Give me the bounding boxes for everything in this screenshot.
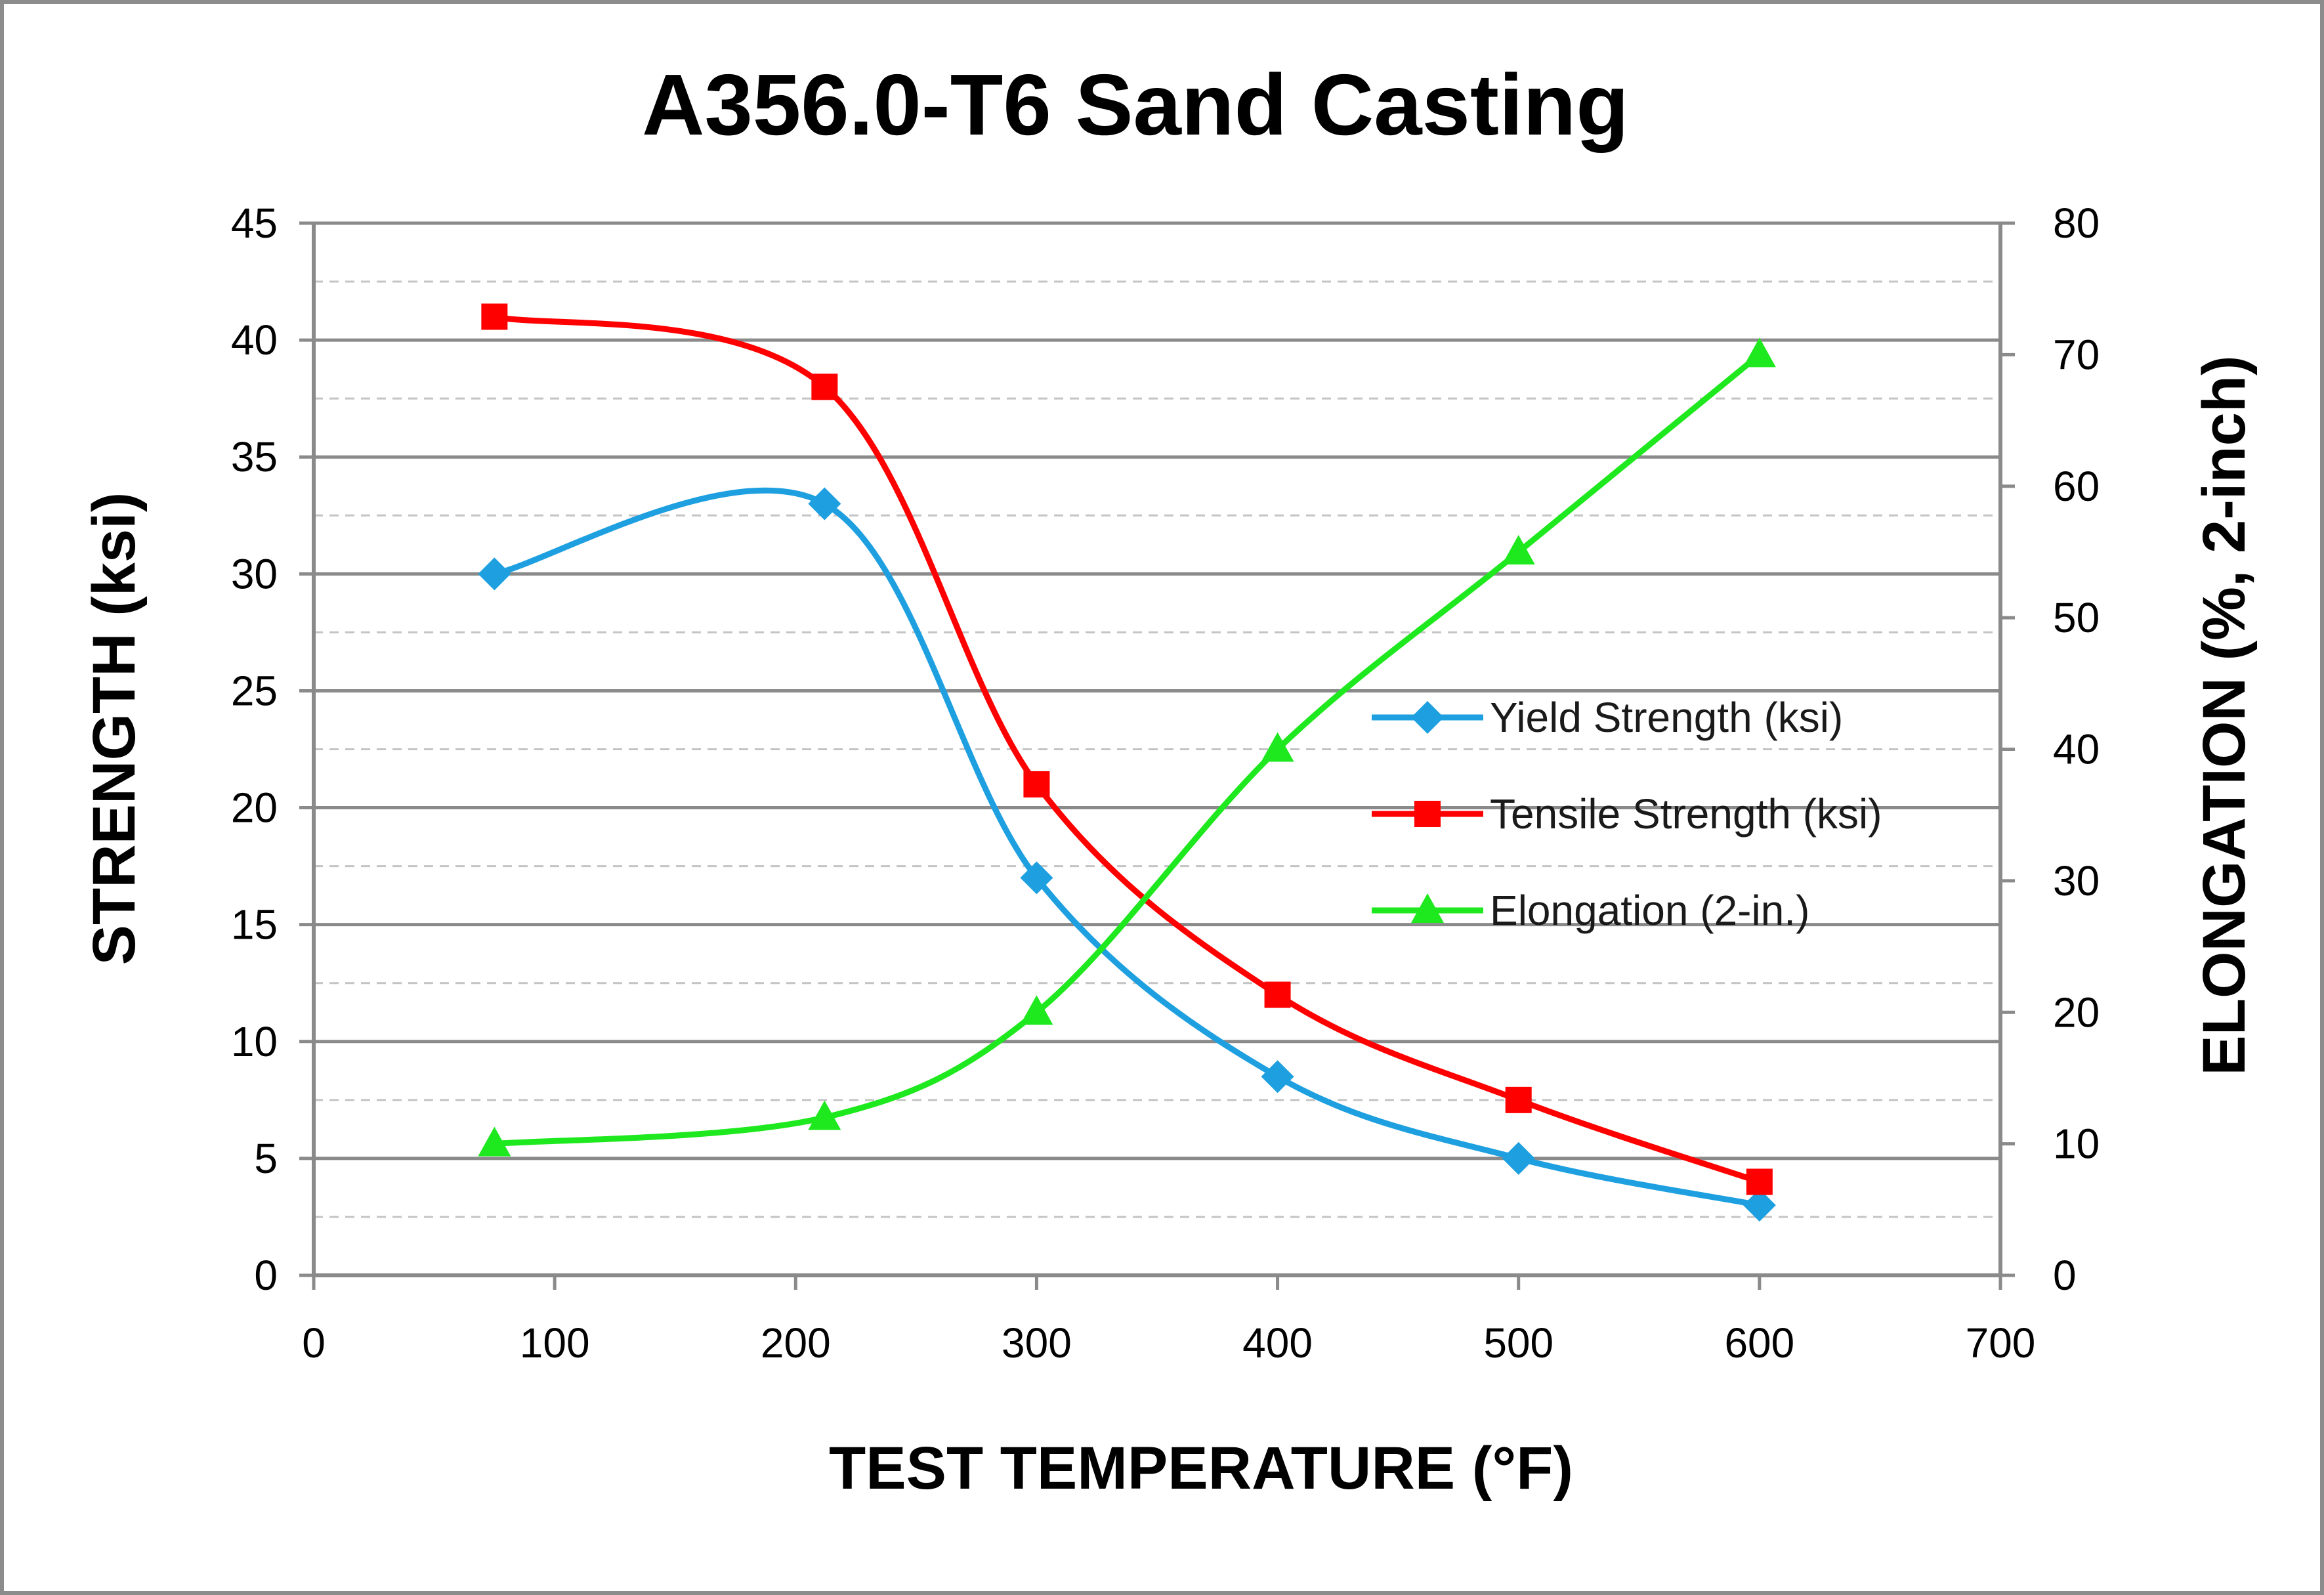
data-point: [1502, 534, 1535, 564]
y2-tick-label: 80: [2053, 200, 2100, 247]
legend-label: Tensile Strength (ksi): [1490, 790, 1882, 838]
legend-label: Yield Strength (ksi): [1490, 694, 1843, 741]
grid: [314, 221, 2000, 1218]
x-tick-label: 100: [520, 1319, 590, 1367]
data-point: [1261, 732, 1294, 762]
x-tick-label: 400: [1242, 1319, 1313, 1367]
y2-tick-label: 40: [2053, 726, 2100, 773]
data-point: [808, 487, 841, 521]
legend-label: Elongation (2-in.): [1490, 887, 1809, 934]
x-tick-label: 600: [1724, 1319, 1794, 1367]
series-layer: [478, 303, 1776, 1222]
data-point: [811, 373, 838, 400]
series-yield-strength-ksi: [478, 487, 1776, 1222]
axes: [299, 221, 2015, 1290]
legend-item: Elongation (2-in.): [1372, 887, 1809, 934]
data-point: [1261, 1060, 1294, 1094]
data-point: [1020, 995, 1053, 1025]
series-line: [494, 352, 1762, 1147]
y-axis-label: STRENGTH (ksi): [81, 492, 148, 966]
y2-tick-label: 0: [2053, 1252, 2077, 1299]
y-tick-label: 15: [231, 901, 278, 948]
data-point: [1743, 1189, 1776, 1222]
legend-item: Tensile Strength (ksi): [1372, 790, 1882, 838]
y2-tick-label: 60: [2053, 463, 2100, 510]
x-tick-label: 700: [1966, 1319, 2036, 1367]
legend-swatch-marker: [1411, 893, 1444, 923]
y-tick-label: 25: [231, 667, 278, 714]
data-point: [1743, 337, 1776, 368]
y-tick-label: 10: [231, 1018, 278, 1065]
data-point: [478, 557, 511, 591]
data-point: [1502, 1141, 1535, 1175]
y2-tick-label: 30: [2053, 857, 2100, 904]
x-axis-label: TEST TEMPERATURE (°F): [829, 1435, 1573, 1502]
legend-swatch-marker: [1411, 701, 1444, 734]
y2-axis-label: ELONGATION (%, 2-inch): [2191, 355, 2258, 1075]
y-tick-label: 45: [231, 200, 278, 247]
chart-title: A356.0-T6 Sand Casting: [642, 56, 1629, 153]
tick-labels: 0 5 10 15 20 25 30 35 40 45 0 10 20 30 40 50 60 70 80 0 100 2…: [231, 200, 2100, 1367]
y-tick-label: 5: [254, 1135, 278, 1182]
data-point: [1020, 861, 1053, 895]
data-point: [1264, 981, 1291, 1008]
y2-tick-label: 20: [2053, 989, 2100, 1036]
data-point: [808, 1100, 841, 1130]
y-tick-label: 40: [231, 316, 278, 364]
x-tick-label: 200: [761, 1319, 831, 1367]
data-point: [1505, 1086, 1532, 1113]
series-tensile-strength-ksi: [481, 303, 1773, 1195]
legend-item: Yield Strength (ksi): [1372, 694, 1843, 741]
data-point: [478, 1126, 511, 1157]
x-tick-label: 300: [1002, 1319, 1072, 1367]
y2-tick-label: 50: [2053, 594, 2100, 641]
legend-swatch-marker: [1414, 801, 1441, 827]
data-point: [1023, 771, 1050, 798]
x-tick-label: 0: [302, 1319, 326, 1367]
legend: Yield Strength (ksi) Tensile Strength (ks…: [1372, 694, 1882, 934]
y-tick-label: 20: [231, 784, 278, 832]
data-point: [481, 303, 508, 330]
y2-tick-label: 70: [2053, 331, 2100, 378]
series-elongation-2-in: [478, 337, 1776, 1157]
y-tick-label: 35: [231, 433, 278, 480]
y-tick-label: 0: [254, 1252, 278, 1299]
data-point: [1746, 1168, 1773, 1195]
y2-tick-label: 10: [2053, 1120, 2100, 1168]
x-tick-label: 500: [1483, 1319, 1553, 1367]
y-tick-label: 30: [231, 550, 278, 597]
